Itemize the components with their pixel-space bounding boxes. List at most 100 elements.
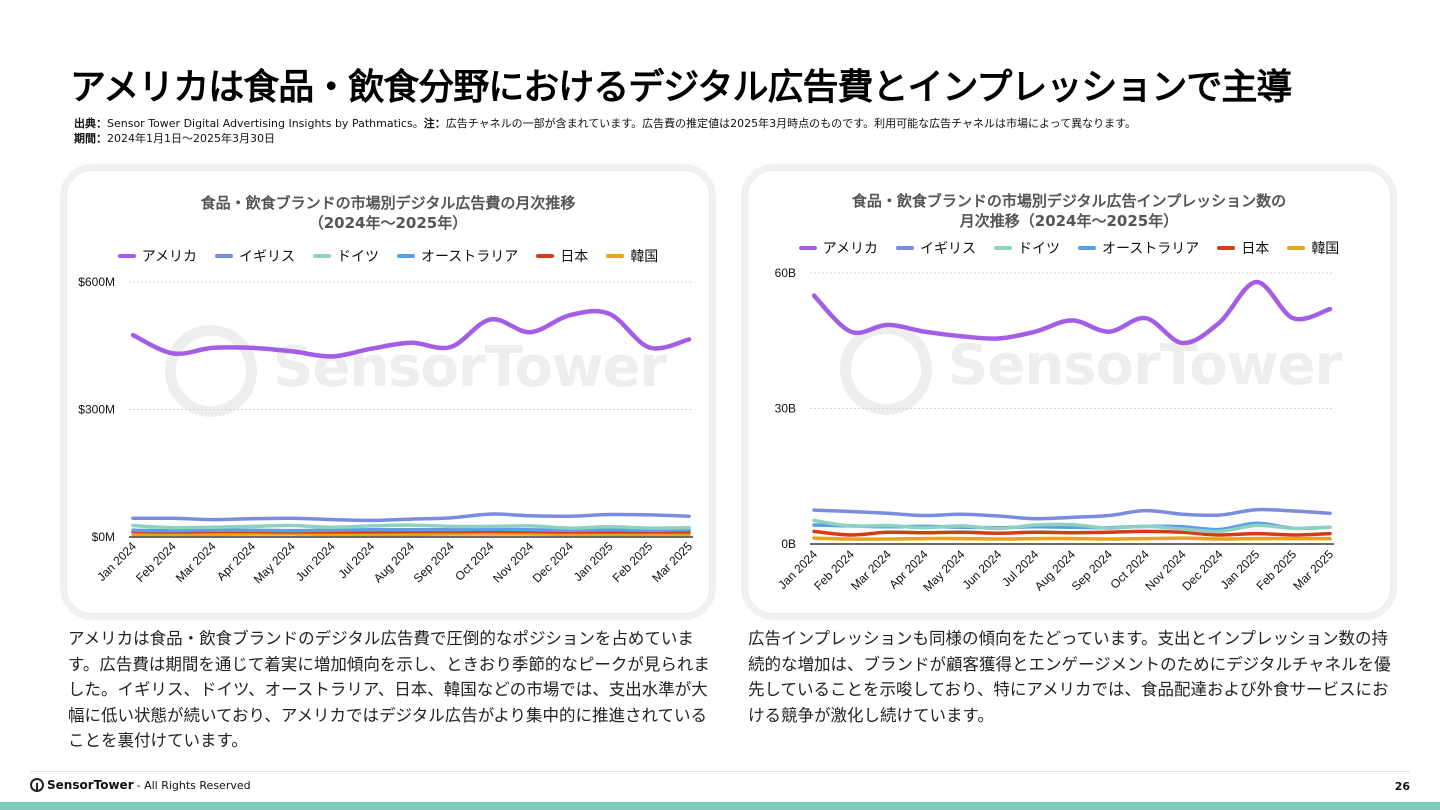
y-tick-label: $600M (78, 275, 115, 289)
series-line-0 (130, 308, 692, 359)
legend-swatch (896, 246, 914, 250)
watermark: SensorTower (273, 335, 667, 400)
legend-label: オーストラリア (421, 249, 519, 265)
legend-swatch (397, 254, 415, 258)
footer-brand: SensorTower (47, 778, 134, 792)
impressions-summary-text: 広告インプレッションも同様の傾向をたどっています。支出とインプレッション数の持続… (748, 629, 1391, 725)
x-tick-label: Jun 2024 (960, 547, 1005, 592)
series-line-0 (811, 279, 1333, 346)
x-tick-label: Mar 2024 (173, 539, 219, 585)
series-line-1 (131, 512, 691, 523)
legend-label: アメリカ (141, 249, 197, 265)
legend-swatch (313, 254, 331, 258)
source-text: Sensor Tower Digital Advertising Insight… (107, 117, 424, 130)
x-tick-label: Jan 2025 (571, 539, 616, 584)
legend-label: イギリス (239, 249, 295, 265)
legend-label: 韓国 (1311, 241, 1340, 257)
y-tick-label: 60B (775, 266, 796, 280)
x-tick-label: May 2024 (251, 539, 298, 586)
legend-swatch (798, 246, 817, 250)
legend-item: ドイツ (994, 238, 1060, 258)
legend-swatch (1217, 246, 1236, 250)
legend-label: ドイツ (1018, 241, 1060, 257)
y-tick-label: 0B (781, 537, 796, 551)
legend-item: アメリカ (117, 246, 197, 266)
spend-chart-card: SensorTower 食品・飲食ブランドの市場別デジタル広告費の月次推移 （2… (66, 170, 710, 614)
series-line-3 (131, 527, 691, 533)
legend-label: ドイツ (337, 249, 379, 265)
bottom-accent-bar (0, 802, 1440, 810)
x-tick-label: Aug 2024 (371, 539, 417, 585)
legend-label: イギリス (920, 241, 976, 257)
legend-item: 日本 (1217, 238, 1269, 258)
legend-item: 韓国 (606, 246, 658, 266)
spend-chart-title-line1: 食品・飲食ブランドの市場別デジタル広告費の月次推移 (200, 194, 576, 212)
series-line-5 (812, 536, 1332, 541)
legend-label: アメリカ (822, 241, 878, 257)
page-number: 26 (1394, 780, 1410, 793)
legend-item: オーストラリア (397, 246, 518, 266)
impressions-chart-title-line2: 月次推移（2024年〜2025年） (959, 212, 1179, 230)
footer-divider (30, 771, 1410, 772)
note-label: 注： (423, 117, 446, 130)
legend-item: オーストラリア (1078, 238, 1199, 258)
legend-swatch (536, 254, 555, 258)
x-tick-label: Mar 2025 (649, 539, 695, 585)
footer-rights: - All Rights Reserved (136, 778, 251, 792)
footer-logo: SensorTower - All Rights Reserved (30, 778, 251, 792)
watermark-logo-icon (840, 323, 932, 415)
spend-chart-title: 食品・飲食ブランドの市場別デジタル広告費の月次推移 （2024年〜2025年） (67, 193, 709, 233)
page-title: アメリカは食品・飲食分野におけるデジタル広告費とインプレッションで主導 (70, 67, 1292, 108)
impressions-chart-title-line1: 食品・飲食ブランドの市場別デジタル広告インプレッション数の (851, 192, 1287, 210)
y-tick-label: $300M (78, 403, 115, 417)
spend-chart-legend: アメリカ イギリス ドイツ オーストラリア 日本 韓国 (67, 246, 709, 266)
x-tick-label: Feb 2025 (610, 539, 656, 585)
x-tick-label: Mar 2025 (1290, 547, 1336, 593)
x-tick-label: Dec 2024 (530, 539, 576, 585)
series-line-2 (131, 523, 691, 530)
legend-swatch (1287, 246, 1306, 250)
period-text: 2024年1月1日〜2025年3月30日 (107, 132, 275, 145)
y-tick-label: 30B (775, 402, 796, 416)
legend-item: アメリカ (798, 238, 878, 258)
watermark: SensorTower (948, 333, 1342, 398)
legend-label: 日本 (1241, 241, 1270, 257)
impressions-chart-card: SensorTower 食品・飲食ブランドの市場別デジタル広告インプレッション数… (747, 170, 1391, 614)
period-line: 期間：2024年1月1日〜2025年3月30日 (74, 131, 1136, 146)
legend-label: 日本 (560, 249, 589, 265)
legend-item: ドイツ (313, 246, 379, 266)
x-tick-label: Jan 2024 (94, 539, 139, 584)
legend-label: 韓国 (630, 249, 659, 265)
impressions-chart-legend: アメリカ イギリス ドイツ オーストラリア 日本 韓国 (748, 238, 1390, 258)
legend-item: 日本 (536, 246, 588, 266)
legend-label: オーストラリア (1102, 241, 1200, 257)
legend-swatch (606, 254, 625, 258)
x-tick-label: Sep 2024 (411, 539, 457, 585)
x-tick-label: Nov 2024 (490, 539, 536, 585)
legend-item: イギリス (215, 246, 295, 266)
sensortower-logo-icon (30, 778, 44, 792)
legend-swatch (1078, 246, 1096, 250)
source-label: 出典： (74, 117, 107, 130)
spend-chart-title-line2: （2024年〜2025年） (308, 214, 468, 232)
series-line-1 (812, 507, 1332, 521)
series-line-2 (812, 518, 1332, 534)
x-tick-label: Dec 2024 (1179, 547, 1225, 593)
legend-swatch (994, 246, 1012, 250)
source-line: 出典：Sensor Tower Digital Advertising Insi… (74, 116, 1136, 131)
legend-swatch (117, 254, 136, 258)
watermark-logo-icon (165, 325, 257, 417)
x-tick-label: Sep 2024 (1069, 547, 1115, 593)
source-note: 出典：Sensor Tower Digital Advertising Insi… (74, 116, 1136, 146)
note-text: 広告チャネルの一部が含まれています。広告費の推定値は2025年3月時点のものです… (445, 117, 1136, 130)
x-tick-label: Feb 2024 (133, 539, 179, 585)
x-tick-label: Mar 2024 (848, 547, 894, 593)
spend-summary-text: アメリカは食品・飲食ブランドのデジタル広告費で圧倒的なポジションを占めています。… (68, 629, 710, 750)
x-tick-label: Jun 2024 (293, 539, 338, 584)
period-label: 期間： (74, 132, 107, 145)
legend-item: イギリス (896, 238, 976, 258)
y-tick-label: $0M (92, 530, 115, 544)
series-line-4 (812, 529, 1332, 537)
